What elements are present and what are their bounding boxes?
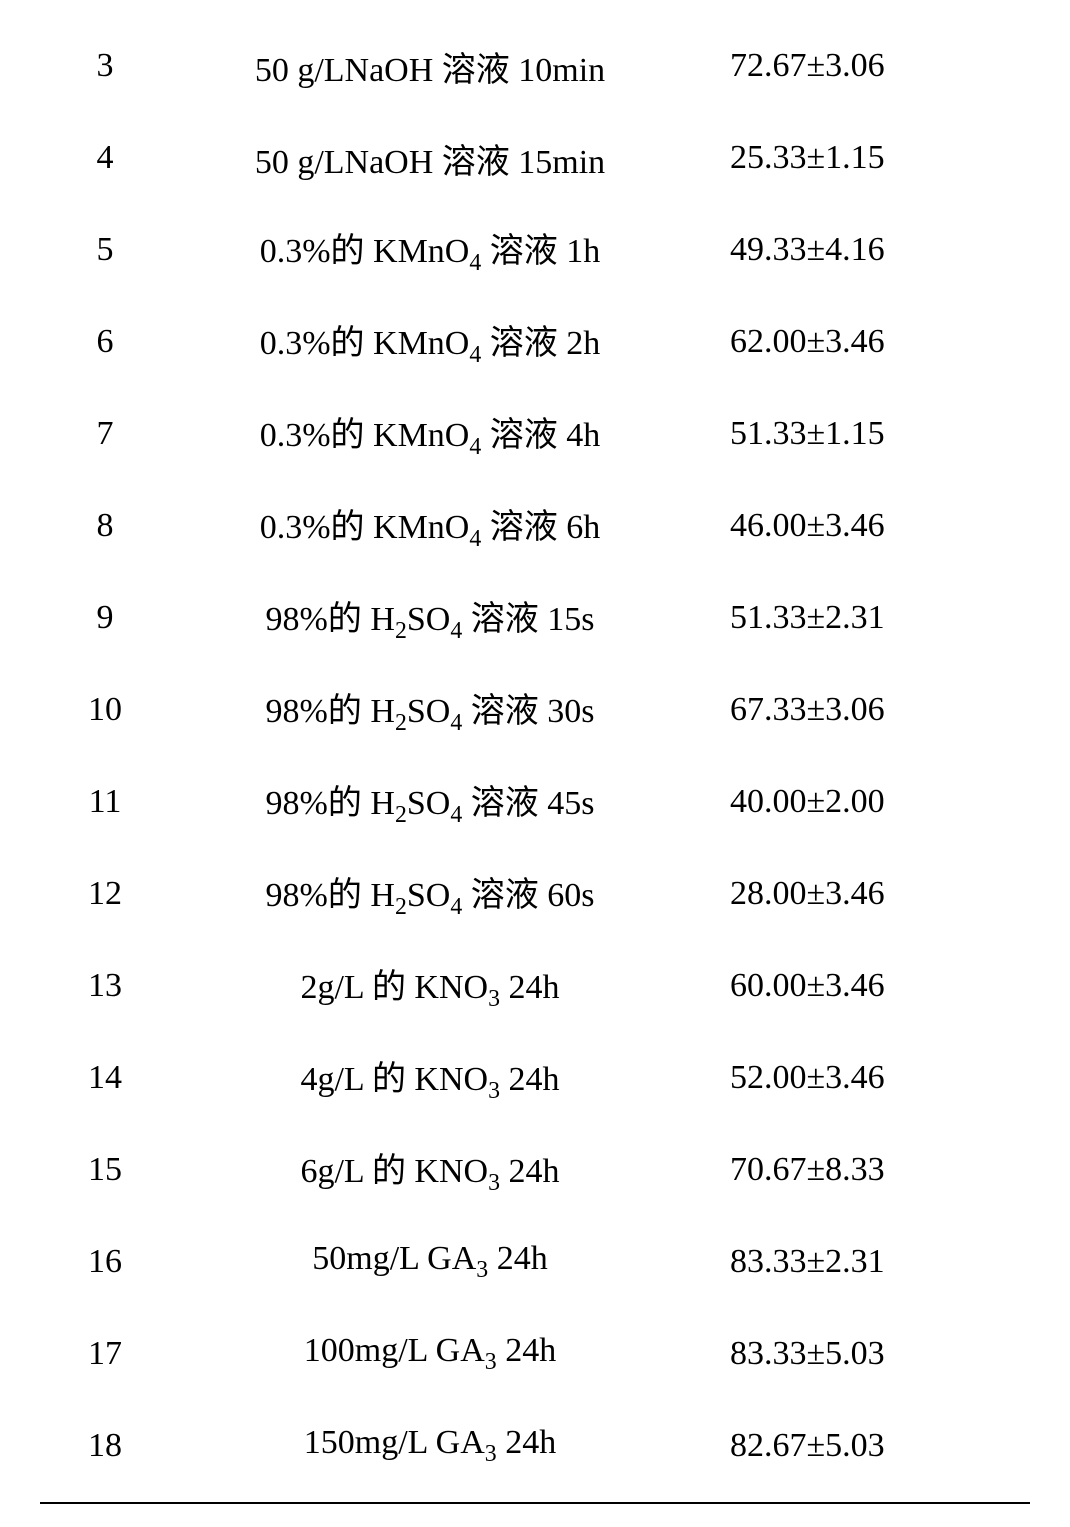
- row-treatment: 0.3%的 KMnO4 溶液 1h: [150, 223, 710, 277]
- table-row: 450 g/LNaOH 溶液 15min25.33±1.15: [40, 112, 1030, 204]
- table-row: 998%的 H2SO4 溶液 15s51.33±2.31: [40, 572, 1030, 664]
- row-index: 7: [40, 415, 150, 453]
- row-index: 15: [40, 1151, 150, 1189]
- row-value: 72.67±3.06: [710, 47, 990, 85]
- row-index: 10: [40, 691, 150, 729]
- row-treatment: 98%的 H2SO4 溶液 30s: [150, 683, 710, 737]
- table-row: 132g/L 的 KNO3 24h60.00±3.46: [40, 940, 1030, 1032]
- table-bottom-border: [40, 1502, 1030, 1504]
- table-row: 70.3%的 KMnO4 溶液 4h51.33±1.15: [40, 388, 1030, 480]
- row-treatment: 0.3%的 KMnO4 溶液 2h: [150, 315, 710, 369]
- row-index: 9: [40, 599, 150, 637]
- row-value: 46.00±3.46: [710, 507, 990, 545]
- row-value: 83.33±5.03: [710, 1335, 990, 1373]
- row-value: 82.67±5.03: [710, 1427, 990, 1465]
- row-index: 8: [40, 507, 150, 545]
- row-treatment: 100mg/L GA3 24h: [150, 1332, 710, 1376]
- row-treatment: 50 g/LNaOH 溶液 15min: [150, 134, 710, 183]
- table-row: 17100mg/L GA3 24h83.33±5.03: [40, 1308, 1030, 1400]
- table-row: 350 g/LNaOH 溶液 10min72.67±3.06: [40, 20, 1030, 112]
- table-row: 1298%的 H2SO4 溶液 60s28.00±3.46: [40, 848, 1030, 940]
- row-value: 67.33±3.06: [710, 691, 990, 729]
- row-index: 13: [40, 967, 150, 1005]
- row-index: 18: [40, 1427, 150, 1465]
- row-index: 11: [40, 783, 150, 821]
- table-row: 144g/L 的 KNO3 24h52.00±3.46: [40, 1032, 1030, 1124]
- row-index: 6: [40, 323, 150, 361]
- row-index: 3: [40, 47, 150, 85]
- row-index: 14: [40, 1059, 150, 1097]
- table-row: 60.3%的 KMnO4 溶液 2h62.00±3.46: [40, 296, 1030, 388]
- row-index: 17: [40, 1335, 150, 1373]
- row-value: 25.33±1.15: [710, 139, 990, 177]
- row-treatment: 0.3%的 KMnO4 溶液 6h: [150, 499, 710, 553]
- table-row: 1098%的 H2SO4 溶液 30s67.33±3.06: [40, 664, 1030, 756]
- table-row: 18150mg/L GA3 24h82.67±5.03: [40, 1400, 1030, 1492]
- row-value: 52.00±3.46: [710, 1059, 990, 1097]
- row-value: 60.00±3.46: [710, 967, 990, 1005]
- row-value: 70.67±8.33: [710, 1151, 990, 1189]
- row-index: 16: [40, 1243, 150, 1281]
- row-treatment: 6g/L 的 KNO3 24h: [150, 1143, 710, 1197]
- row-treatment: 50mg/L GA3 24h: [150, 1240, 710, 1284]
- row-treatment: 150mg/L GA3 24h: [150, 1424, 710, 1468]
- row-treatment: 2g/L 的 KNO3 24h: [150, 959, 710, 1013]
- row-treatment: 98%的 H2SO4 溶液 15s: [150, 591, 710, 645]
- row-value: 51.33±1.15: [710, 415, 990, 453]
- row-treatment: 50 g/LNaOH 溶液 10min: [150, 42, 710, 91]
- table-row: 80.3%的 KMnO4 溶液 6h46.00±3.46: [40, 480, 1030, 572]
- row-index: 4: [40, 139, 150, 177]
- table-row: 1650mg/L GA3 24h83.33±2.31: [40, 1216, 1030, 1308]
- table-row: 50.3%的 KMnO4 溶液 1h49.33±4.16: [40, 204, 1030, 296]
- row-value: 83.33±2.31: [710, 1243, 990, 1281]
- row-treatment: 4g/L 的 KNO3 24h: [150, 1051, 710, 1105]
- data-table: 350 g/LNaOH 溶液 10min72.67±3.06450 g/LNaO…: [40, 20, 1030, 1504]
- row-value: 40.00±2.00: [710, 783, 990, 821]
- row-treatment: 0.3%的 KMnO4 溶液 4h: [150, 407, 710, 461]
- row-index: 5: [40, 231, 150, 269]
- row-value: 51.33±2.31: [710, 599, 990, 637]
- table-row: 156g/L 的 KNO3 24h70.67±8.33: [40, 1124, 1030, 1216]
- row-value: 49.33±4.16: [710, 231, 990, 269]
- row-value: 28.00±3.46: [710, 875, 990, 913]
- row-value: 62.00±3.46: [710, 323, 990, 361]
- row-treatment: 98%的 H2SO4 溶液 45s: [150, 775, 710, 829]
- table-row: 1198%的 H2SO4 溶液 45s40.00±2.00: [40, 756, 1030, 848]
- row-treatment: 98%的 H2SO4 溶液 60s: [150, 867, 710, 921]
- row-index: 12: [40, 875, 150, 913]
